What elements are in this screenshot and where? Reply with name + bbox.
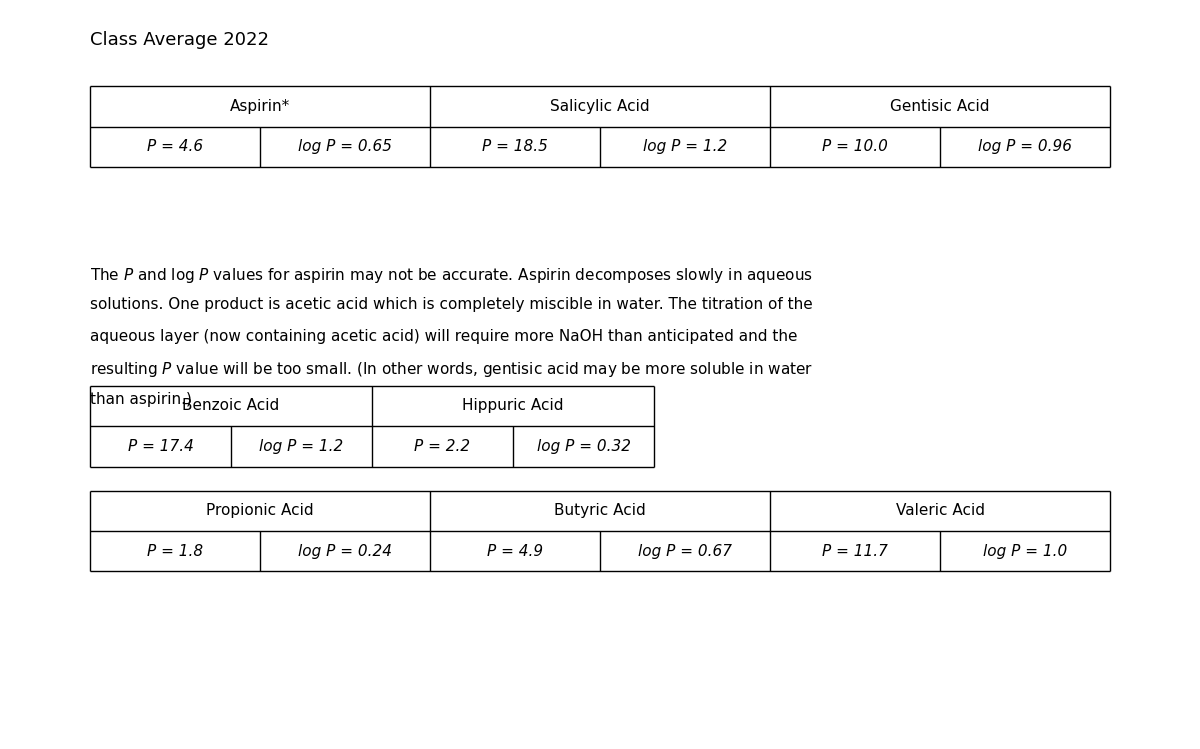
Text: P = 4.9: P = 4.9	[487, 544, 544, 559]
Text: Salicylic Acid: Salicylic Acid	[550, 99, 650, 114]
Text: log P = 0.24: log P = 0.24	[298, 544, 392, 559]
Text: resulting $P$ value will be too small. (In other words, gentisic acid may be mor: resulting $P$ value will be too small. (…	[90, 360, 814, 379]
Text: log P = 0.96: log P = 0.96	[978, 139, 1072, 154]
Text: Gentisic Acid: Gentisic Acid	[890, 99, 990, 114]
Text: than aspirin.): than aspirin.)	[90, 392, 192, 407]
Text: Valeric Acid: Valeric Acid	[895, 503, 984, 518]
Text: The $P$ and log $P$ values for aspirin may not be accurate. Aspirin decomposes s: The $P$ and log $P$ values for aspirin m…	[90, 266, 812, 285]
Text: log P = 0.67: log P = 0.67	[638, 544, 732, 559]
Text: solutions. One product is acetic acid which is completely miscible in water. The: solutions. One product is acetic acid wh…	[90, 297, 812, 312]
Text: Propionic Acid: Propionic Acid	[206, 503, 314, 518]
Text: log P = 1.2: log P = 1.2	[643, 139, 727, 154]
Text: P = 18.5: P = 18.5	[482, 139, 548, 154]
Text: Aspirin*: Aspirin*	[230, 99, 290, 114]
Text: log P = 1.0: log P = 1.0	[983, 544, 1067, 559]
Text: log P = 0.32: log P = 0.32	[536, 439, 630, 454]
Text: Class Average 2022: Class Average 2022	[90, 31, 269, 49]
Text: aqueous layer (now containing acetic acid) will require more NaOH than anticipat: aqueous layer (now containing acetic aci…	[90, 329, 798, 344]
Text: Hippuric Acid: Hippuric Acid	[462, 398, 564, 413]
Text: P = 4.6: P = 4.6	[146, 139, 203, 154]
Text: Benzoic Acid: Benzoic Acid	[182, 398, 280, 413]
Text: P = 2.2: P = 2.2	[414, 439, 470, 454]
Text: log P = 0.65: log P = 0.65	[298, 139, 392, 154]
Text: Butyric Acid: Butyric Acid	[554, 503, 646, 518]
Text: log P = 1.2: log P = 1.2	[259, 439, 343, 454]
Text: P = 11.7: P = 11.7	[822, 544, 888, 559]
Text: P = 10.0: P = 10.0	[822, 139, 888, 154]
Text: P = 17.4: P = 17.4	[127, 439, 193, 454]
Text: P = 1.8: P = 1.8	[146, 544, 203, 559]
